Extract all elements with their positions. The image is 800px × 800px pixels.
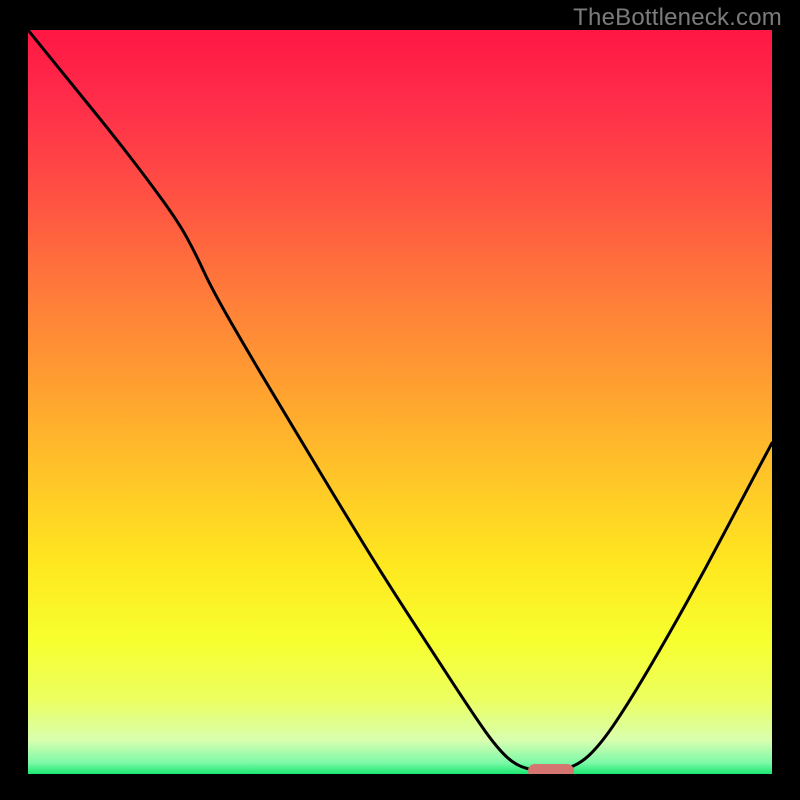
- watermark-text: TheBottleneck.com: [573, 4, 782, 32]
- chart-container: TheBottleneck.com: [0, 0, 800, 800]
- optimal-marker: [528, 764, 574, 774]
- bottleneck-curve: [28, 30, 772, 771]
- plot-area: [28, 30, 772, 774]
- curve-layer: [28, 30, 772, 774]
